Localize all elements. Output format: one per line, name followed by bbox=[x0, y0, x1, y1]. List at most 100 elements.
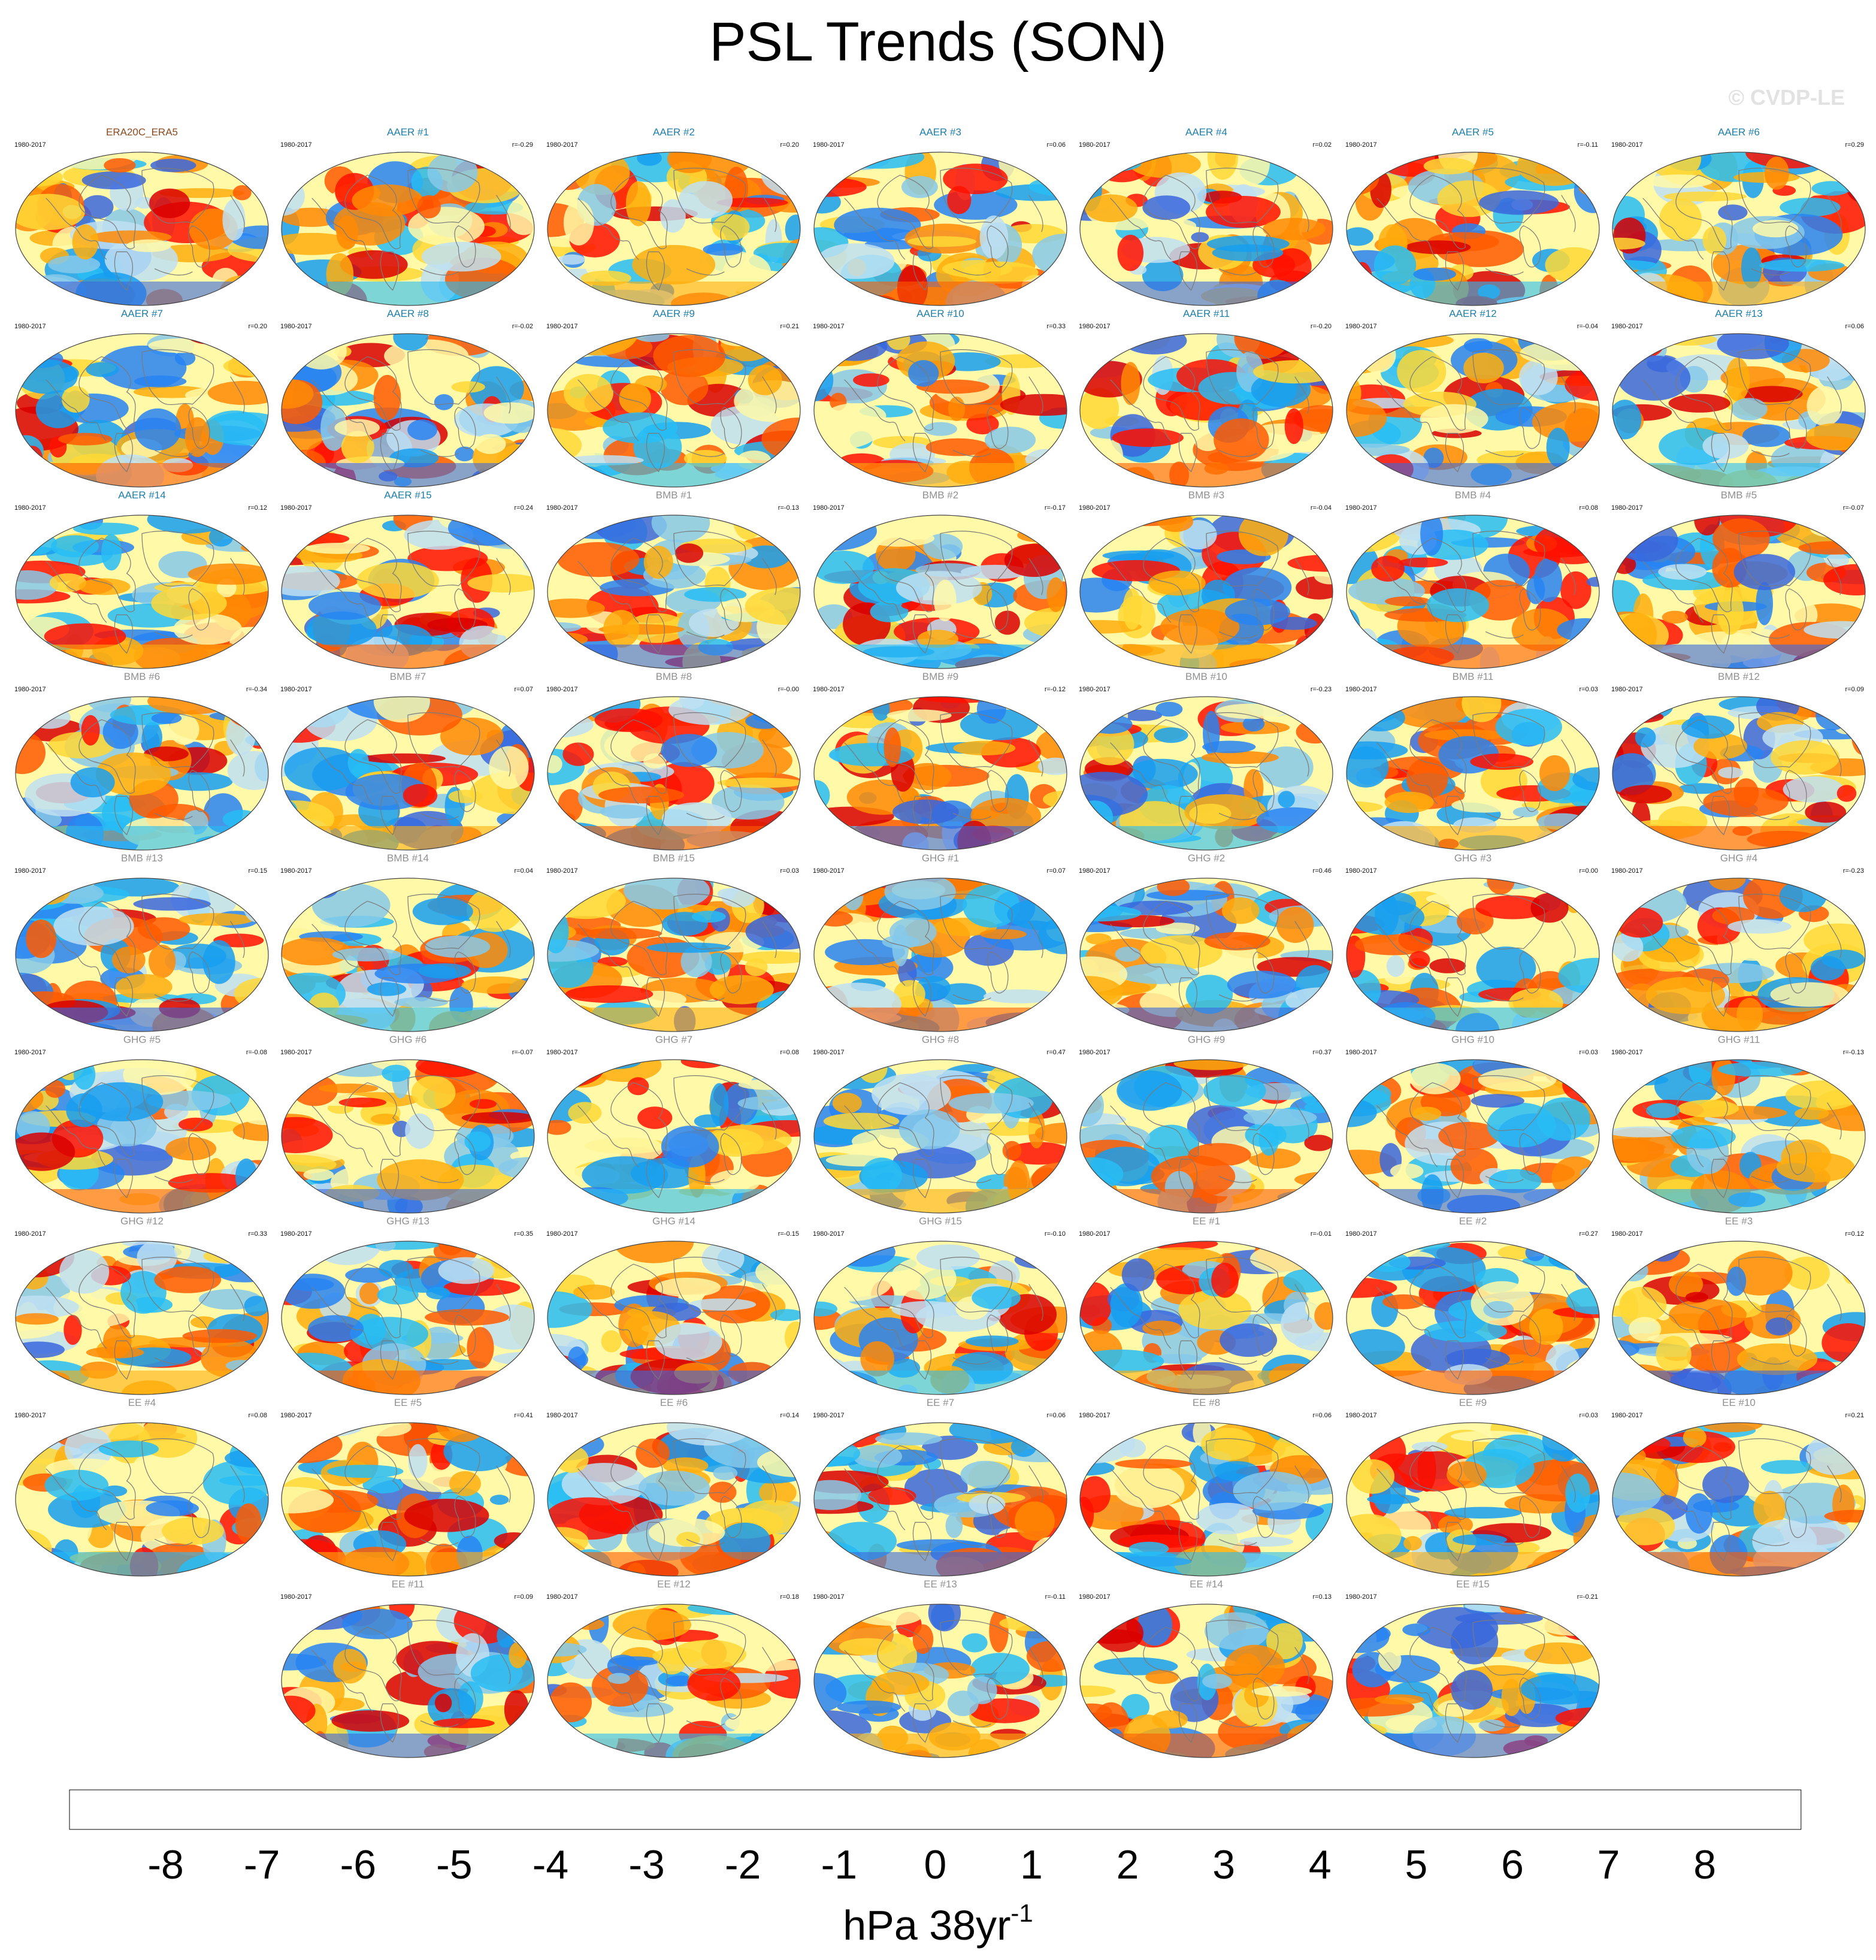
trend-blob bbox=[1178, 1290, 1251, 1330]
trend-blob bbox=[1726, 1266, 1747, 1296]
trend-blob bbox=[336, 215, 359, 249]
coastline bbox=[79, 1445, 135, 1519]
trend-blob bbox=[759, 1480, 797, 1506]
trend-blob bbox=[1347, 443, 1410, 456]
southern-band bbox=[282, 282, 534, 306]
coastline bbox=[312, 561, 373, 622]
trend-blob bbox=[755, 1253, 800, 1291]
trend-blob bbox=[1347, 1514, 1402, 1558]
trend-blob bbox=[634, 334, 670, 343]
trend-blob bbox=[22, 446, 43, 470]
trend-blob bbox=[147, 697, 235, 715]
trend-blob bbox=[16, 1179, 35, 1191]
coastline bbox=[231, 195, 244, 232]
panel-correlation: r=-0.04 bbox=[1577, 323, 1598, 330]
coastline bbox=[142, 894, 214, 949]
coastline bbox=[497, 377, 510, 413]
southern-band bbox=[1080, 282, 1333, 306]
trend-blob bbox=[1347, 746, 1389, 788]
panel-correlation: r=0.04 bbox=[515, 867, 534, 875]
coastline bbox=[312, 380, 373, 441]
trend-blob bbox=[1046, 577, 1065, 612]
panel-period: 1980-2017 bbox=[280, 1412, 312, 1419]
trend-blob bbox=[1634, 878, 1686, 888]
coastline bbox=[142, 531, 214, 586]
trend-blob bbox=[1347, 478, 1388, 487]
coastline bbox=[1643, 380, 1703, 441]
coastline bbox=[1377, 1106, 1438, 1167]
trend-blob bbox=[1444, 1507, 1522, 1519]
coastline bbox=[1219, 995, 1257, 1002]
trend-blob bbox=[1026, 1641, 1067, 1672]
trend-blob bbox=[1080, 905, 1142, 922]
trend-blob bbox=[154, 1266, 222, 1293]
trend-blob bbox=[149, 188, 190, 219]
coastline bbox=[878, 1082, 934, 1156]
coastline bbox=[845, 380, 905, 441]
trend-blob bbox=[1080, 800, 1114, 834]
map-outline bbox=[1346, 878, 1600, 1032]
coastline bbox=[686, 1176, 724, 1183]
trend-blob bbox=[814, 827, 869, 850]
coastline bbox=[155, 995, 192, 1002]
trend-blob bbox=[982, 661, 1048, 669]
trend-blob bbox=[1483, 1300, 1514, 1318]
trend-blob bbox=[519, 276, 534, 306]
coastline bbox=[646, 978, 664, 1016]
map-outline bbox=[813, 696, 1067, 851]
trend-blob bbox=[507, 197, 534, 235]
trend-blob bbox=[1034, 1732, 1063, 1745]
trend-blob bbox=[627, 1077, 649, 1096]
trend-blob bbox=[193, 1385, 258, 1395]
trend-blob bbox=[282, 1486, 334, 1514]
trend-blob bbox=[78, 578, 131, 595]
trend-blob bbox=[16, 1313, 59, 1325]
coastline bbox=[1253, 407, 1274, 449]
trend-blob bbox=[1784, 1256, 1830, 1290]
southern-band bbox=[16, 826, 268, 850]
trend-blob bbox=[134, 408, 181, 451]
trend-blob bbox=[1227, 970, 1297, 999]
trend-blob bbox=[742, 285, 800, 306]
trend-blob bbox=[59, 1250, 110, 1294]
trend-blob bbox=[1841, 1250, 1860, 1284]
coastline bbox=[1445, 1159, 1463, 1197]
coastline bbox=[845, 1287, 905, 1348]
coastline bbox=[940, 1439, 1012, 1494]
trend-blob bbox=[814, 1357, 854, 1395]
trend-blob bbox=[1347, 1008, 1369, 1032]
trend-blob bbox=[1037, 757, 1067, 775]
trend-blob bbox=[405, 1113, 434, 1149]
panel-period: 1980-2017 bbox=[14, 686, 46, 693]
southern-band bbox=[1347, 463, 1599, 487]
trend-blob bbox=[1296, 720, 1333, 744]
southern-band bbox=[1080, 463, 1333, 487]
panel-period: 1980-2017 bbox=[813, 1412, 845, 1419]
coastline bbox=[1206, 1620, 1278, 1675]
trend-blob bbox=[875, 1432, 942, 1445]
panel-title: AAER #13 bbox=[1715, 308, 1762, 319]
trend-blob bbox=[1043, 791, 1067, 808]
trend-blob bbox=[1550, 1380, 1599, 1395]
trend-blob bbox=[1085, 933, 1112, 945]
trend-blob bbox=[590, 1060, 642, 1069]
coastline bbox=[1179, 1159, 1197, 1197]
trend-blob bbox=[1617, 612, 1657, 657]
trend-blob bbox=[1203, 1075, 1266, 1107]
trend-blob bbox=[1000, 394, 1067, 416]
coastline bbox=[674, 1076, 746, 1131]
trend-blob bbox=[547, 428, 582, 463]
panel-period: 1980-2017 bbox=[14, 323, 46, 330]
coastline bbox=[578, 743, 639, 804]
trend-blob bbox=[1420, 404, 1488, 434]
coastline bbox=[380, 1522, 398, 1560]
coastline bbox=[953, 269, 991, 276]
panel-title: EE #15 bbox=[1456, 1578, 1490, 1590]
trend-blob bbox=[1656, 1336, 1692, 1373]
coastline bbox=[987, 1496, 1008, 1538]
trend-blob bbox=[1220, 1323, 1278, 1357]
panel-period: 1980-2017 bbox=[1079, 1593, 1111, 1601]
panel-period: 1980-2017 bbox=[1079, 141, 1111, 149]
